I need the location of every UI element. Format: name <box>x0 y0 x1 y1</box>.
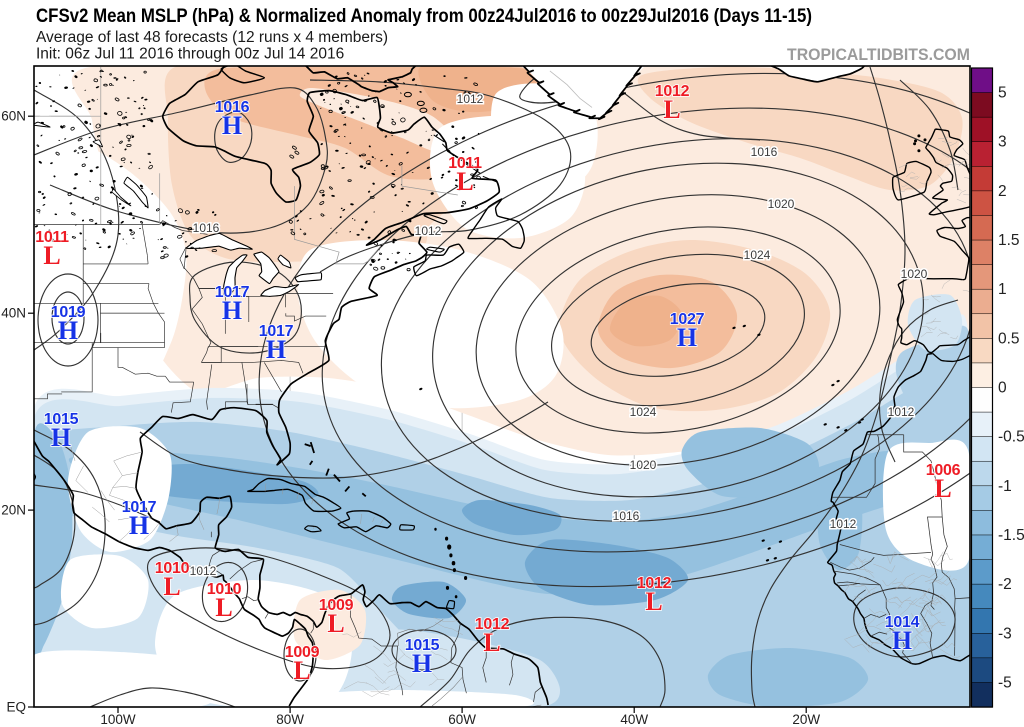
svg-text:5: 5 <box>998 85 1007 102</box>
svg-text:1011: 1011 <box>448 155 482 172</box>
svg-text:1012: 1012 <box>457 92 484 106</box>
svg-text:60W: 60W <box>448 712 476 727</box>
svg-text:40W: 40W <box>620 712 648 727</box>
svg-text:H: H <box>412 649 432 678</box>
svg-text:Init: 06z Jul 11 2016 through: Init: 06z Jul 11 2016 through 00z Jul 14… <box>36 46 344 63</box>
svg-text:1010: 1010 <box>207 581 242 598</box>
svg-text:L: L <box>215 593 232 622</box>
svg-text:1012: 1012 <box>190 564 217 578</box>
svg-text:1012: 1012 <box>415 224 442 238</box>
svg-text:H: H <box>266 335 286 364</box>
svg-text:1016: 1016 <box>751 145 778 159</box>
svg-text:1016: 1016 <box>613 509 640 523</box>
svg-text:-0.5: -0.5 <box>998 429 1024 446</box>
svg-text:1020: 1020 <box>630 458 657 472</box>
svg-text:1016: 1016 <box>193 221 220 235</box>
svg-text:1024: 1024 <box>744 248 771 262</box>
svg-text:1012: 1012 <box>888 405 915 419</box>
svg-text:20N: 20N <box>1 503 26 518</box>
svg-text:1012: 1012 <box>655 83 690 100</box>
svg-text:1015: 1015 <box>44 411 79 428</box>
svg-text:H: H <box>51 423 71 452</box>
svg-text:1019: 1019 <box>51 304 86 321</box>
svg-text:1009: 1009 <box>285 644 320 661</box>
svg-text:1011: 1011 <box>35 229 69 246</box>
svg-text:L: L <box>293 656 310 685</box>
svg-text:1020: 1020 <box>901 267 928 281</box>
svg-text:100W: 100W <box>100 712 136 727</box>
svg-text:40N: 40N <box>1 306 26 321</box>
svg-text:1020: 1020 <box>768 197 795 211</box>
svg-text:0: 0 <box>998 380 1007 397</box>
svg-text:60N: 60N <box>1 109 26 124</box>
svg-text:H: H <box>892 626 912 655</box>
svg-text:-1.5: -1.5 <box>998 527 1024 544</box>
svg-text:L: L <box>483 628 500 657</box>
svg-text:TROPICALTIDBITS.COM: TROPICALTIDBITS.COM <box>787 46 970 64</box>
svg-text:1: 1 <box>998 281 1007 298</box>
svg-text:-3: -3 <box>998 625 1012 642</box>
svg-text:L: L <box>456 167 473 196</box>
svg-text:80W: 80W <box>276 712 304 727</box>
svg-text:1017: 1017 <box>122 499 157 516</box>
svg-text:1014: 1014 <box>885 614 920 631</box>
svg-text:1012: 1012 <box>475 616 510 633</box>
svg-text:1016: 1016 <box>215 99 250 116</box>
svg-text:1012: 1012 <box>637 575 672 592</box>
svg-text:20W: 20W <box>792 712 820 727</box>
svg-text:1024: 1024 <box>630 405 657 419</box>
svg-text:1017: 1017 <box>215 284 250 301</box>
svg-text:0.5: 0.5 <box>998 330 1020 347</box>
svg-text:L: L <box>663 95 680 124</box>
svg-text:EQ: EQ <box>6 700 26 715</box>
svg-text:L: L <box>327 609 344 638</box>
svg-text:1009: 1009 <box>319 597 354 614</box>
svg-text:H: H <box>129 511 149 540</box>
svg-text:1.5: 1.5 <box>998 232 1020 249</box>
svg-text:L: L <box>43 241 60 270</box>
svg-text:-2: -2 <box>998 576 1012 593</box>
svg-text:L: L <box>645 587 662 616</box>
svg-text:H: H <box>222 111 242 140</box>
svg-text:1012: 1012 <box>830 517 857 531</box>
svg-text:1010: 1010 <box>155 560 190 577</box>
svg-text:1017: 1017 <box>259 323 294 340</box>
svg-text:H: H <box>222 296 242 325</box>
svg-text:3: 3 <box>998 134 1007 151</box>
svg-text:L: L <box>934 474 951 503</box>
svg-text:1015: 1015 <box>405 637 440 654</box>
svg-text:-1: -1 <box>998 478 1012 495</box>
svg-text:H: H <box>58 316 78 345</box>
svg-text:L: L <box>163 572 180 601</box>
svg-text:H: H <box>677 323 697 352</box>
svg-text:CFSv2 Mean MSLP (hPa) & Normal: CFSv2 Mean MSLP (hPa) & Normalized Anoma… <box>36 5 812 27</box>
svg-text:2: 2 <box>998 183 1007 200</box>
svg-text:Average of last 48 forecasts (: Average of last 48 forecasts (12 runs x … <box>36 29 388 46</box>
svg-text:-5: -5 <box>998 674 1012 691</box>
svg-text:1027: 1027 <box>670 311 705 328</box>
svg-text:1006: 1006 <box>926 462 961 479</box>
